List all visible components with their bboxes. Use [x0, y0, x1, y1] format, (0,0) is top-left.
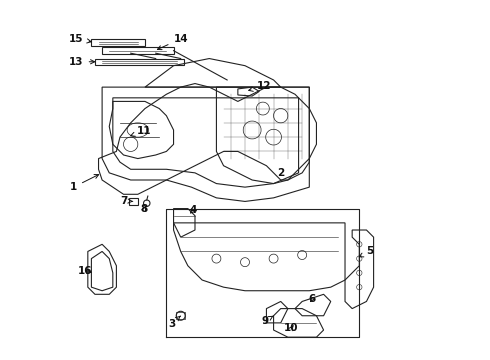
Text: 4: 4	[190, 205, 197, 215]
Text: 2: 2	[277, 168, 284, 178]
Text: 8: 8	[141, 204, 148, 214]
Text: 14: 14	[157, 34, 188, 50]
Text: 16: 16	[78, 266, 92, 276]
Text: 15: 15	[69, 34, 91, 44]
Text: 12: 12	[249, 81, 271, 91]
Text: 10: 10	[284, 323, 299, 333]
Text: 6: 6	[309, 294, 316, 303]
Text: 13: 13	[69, 57, 95, 67]
Text: 3: 3	[168, 316, 180, 329]
Text: 9: 9	[261, 316, 273, 326]
Text: 1: 1	[70, 175, 98, 192]
Text: 11: 11	[131, 126, 151, 136]
Text: 7: 7	[120, 196, 133, 206]
Text: 5: 5	[359, 247, 374, 257]
